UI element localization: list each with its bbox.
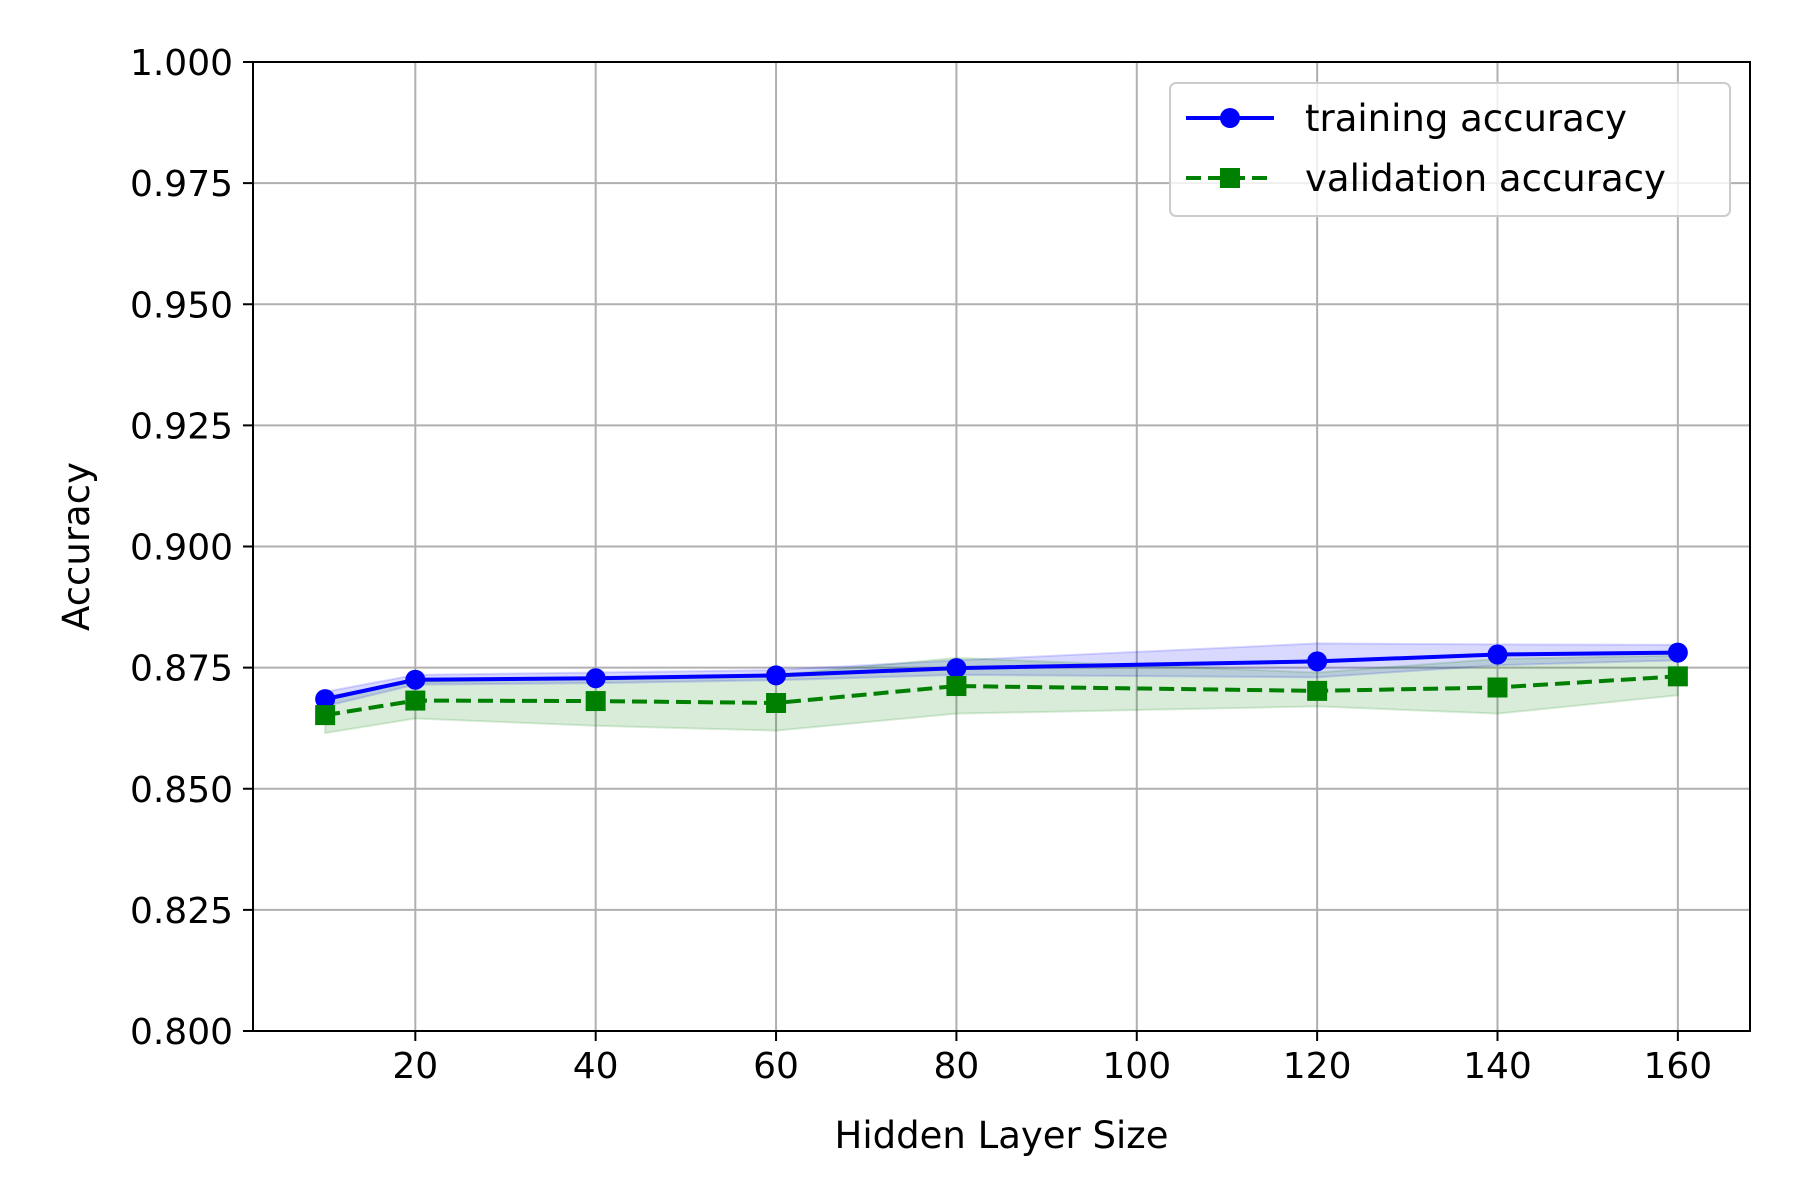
data-point	[946, 676, 967, 697]
y-tick-label: 0.950	[130, 285, 233, 326]
x-tick-label: 20	[392, 1046, 438, 1087]
y-tick-label: 0.825	[130, 891, 233, 932]
data-point	[1667, 666, 1688, 687]
data-point	[1667, 642, 1688, 663]
series-line	[324, 674, 1678, 718]
y-axis-ticks: 0.800 0.825 0.850 0.875 0.900 0.925 0.950 0.975…	[130, 43, 253, 1053]
x-tick-label: 120	[1283, 1046, 1352, 1087]
data-point	[1307, 651, 1328, 672]
legend-label: training accuracy	[1305, 97, 1627, 140]
data-point	[315, 689, 336, 710]
legend-marker	[1220, 168, 1240, 188]
legend: training accuracy validation accuracy	[1169, 82, 1731, 217]
data-point	[1487, 644, 1508, 665]
x-axis-ticks: 20 40 60 80 100 120 140 160	[392, 1031, 1712, 1087]
data-point	[585, 691, 606, 712]
y-tick-label: 0.900	[130, 528, 233, 569]
data-point	[405, 690, 426, 711]
y-tick-label: 0.800	[130, 1012, 233, 1053]
data-point	[405, 669, 426, 690]
y-tick-label: 0.925	[130, 406, 233, 447]
y-tick-label: 0.875	[130, 649, 233, 690]
x-tick-label: 140	[1463, 1046, 1532, 1087]
legend-box	[1169, 82, 1731, 217]
series-markers	[315, 642, 1688, 726]
data-point	[946, 658, 967, 679]
series-lines	[324, 650, 1678, 718]
y-tick-label: 0.850	[130, 770, 233, 811]
data-point	[1487, 677, 1508, 698]
y-axis-label: Accuracy	[55, 462, 98, 631]
series-line	[324, 650, 1678, 702]
x-tick-label: 60	[753, 1046, 799, 1087]
data-point	[766, 665, 787, 686]
y-tick-label: 0.975	[130, 164, 233, 205]
data-point	[1307, 680, 1328, 701]
x-tick-label: 40	[573, 1046, 619, 1087]
x-axis-label: Hidden Layer Size	[835, 1114, 1169, 1157]
x-tick-label: 80	[934, 1046, 980, 1087]
legend-label: validation accuracy	[1305, 157, 1666, 200]
x-tick-label: 100	[1102, 1046, 1171, 1087]
data-point	[315, 705, 336, 726]
x-tick-label: 160	[1643, 1046, 1712, 1087]
y-tick-label: 1.000	[130, 43, 233, 84]
data-point	[766, 692, 787, 713]
legend-marker	[1220, 108, 1240, 128]
data-point	[585, 668, 606, 689]
